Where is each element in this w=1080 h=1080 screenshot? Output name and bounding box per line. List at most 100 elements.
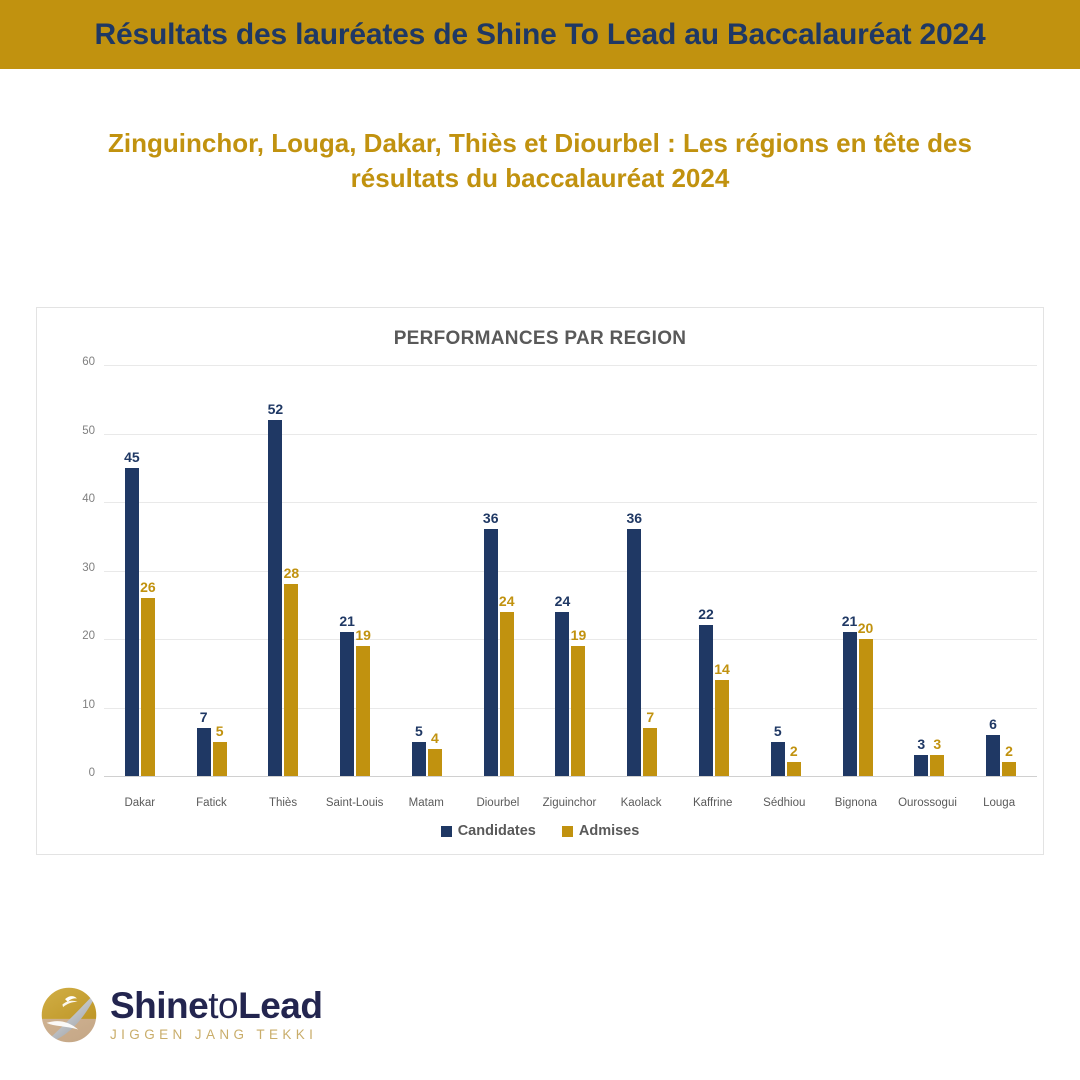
- bar-group: 36 7: [606, 365, 678, 790]
- bar-wrapper: 22: [698, 365, 714, 790]
- x-axis-label: Dakar: [124, 797, 156, 809]
- bar-candidates-thiès[interactable]: [268, 419, 283, 776]
- bar-admises-diourbel[interactable]: [499, 611, 514, 776]
- bar-candidates-kaffrine[interactable]: [699, 625, 713, 776]
- bar-wrapper: 36: [483, 365, 498, 790]
- chart-legend: Candidates Admises: [37, 823, 1043, 839]
- bar-admises-kaolack[interactable]: [643, 728, 658, 776]
- bar-admises-ziguinchor[interactable]: [571, 645, 586, 776]
- bar-wrapper: 28: [284, 365, 299, 790]
- x-axis-label: Sédhiou: [763, 797, 806, 809]
- x-axis-label: Kaolack: [620, 797, 662, 809]
- bar-candidates-fatick[interactable]: [196, 728, 211, 776]
- bar-value-label: 5: [415, 722, 423, 739]
- bar-wrapper: 7: [643, 365, 658, 790]
- bar-candidates-louga[interactable]: [986, 734, 1001, 776]
- bar-candidates-sédhiou[interactable]: [770, 741, 785, 776]
- logo-word-last: Lead: [238, 984, 323, 1026]
- bar-admises-ourossogui[interactable]: [930, 755, 945, 776]
- bar-value-label: 19: [570, 626, 587, 643]
- bar-wrapper: 3: [914, 365, 929, 790]
- gridline: [104, 433, 1037, 435]
- bar-admises-matam[interactable]: [427, 748, 442, 776]
- y-tick-label: 40: [82, 493, 95, 505]
- gridline: [104, 502, 1037, 503]
- bar-wrapper: 24: [498, 365, 515, 790]
- y-tick-label: 10: [82, 698, 95, 711]
- gridline: [104, 570, 1037, 572]
- header-band: Résultats des lauréates de Shine To Lead…: [0, 0, 1080, 69]
- bar-group: 52 28: [248, 365, 320, 790]
- bar-group: 22 14: [678, 365, 750, 790]
- bar-candidates-matam[interactable]: [411, 741, 426, 776]
- logo-word-middle: to: [208, 984, 239, 1026]
- bar-candidates-diourbel[interactable]: [483, 529, 498, 776]
- bar-wrapper: 7: [196, 365, 211, 790]
- bar-group: 45 26: [104, 365, 176, 790]
- chart-title: PERFORMANCES PAR REGION: [393, 328, 687, 349]
- bar-group: 36 24: [463, 365, 535, 790]
- x-axis-label: Kaffrine: [692, 797, 733, 809]
- bar-admises-louga[interactable]: [1002, 762, 1017, 776]
- bar-candidates-ourossogui[interactable]: [914, 755, 929, 776]
- x-axis-label: Fatick: [196, 797, 227, 809]
- legend-item-admises[interactable]: Admises: [561, 823, 639, 839]
- bar-candidates-kaolack[interactable]: [627, 529, 642, 776]
- bar-admises-saint-louis[interactable]: [356, 645, 371, 776]
- bar-value-label: 7: [199, 709, 208, 726]
- bar-wrapper: 26: [140, 365, 156, 790]
- gridline-row: 40: [37, 493, 1045, 505]
- bar-admises-dakar[interactable]: [140, 597, 155, 776]
- bar-value-label: 5: [215, 722, 224, 739]
- y-tick-label: 50: [82, 424, 95, 437]
- bar-admises-sédhiou[interactable]: [786, 762, 801, 776]
- bar-wrapper: 24: [554, 365, 571, 790]
- bar-value-label: 21: [339, 613, 355, 630]
- bar-wrapper: 21: [842, 365, 857, 790]
- bar-wrapper: 5: [770, 365, 785, 790]
- bar-value-label: 4: [431, 729, 439, 746]
- bar-value-label: 36: [626, 510, 643, 527]
- bar-wrapper: 19: [355, 365, 371, 790]
- bar-candidates-bignona[interactable]: [842, 632, 857, 776]
- bar-value-label: 26: [140, 578, 156, 595]
- y-tick-label: 30: [82, 561, 95, 574]
- plot-area: 0 10 20 30 40 50 60 45 26 7 5 52 28 21 19 5 4 36 24 24 19 36…: [37, 356, 1045, 790]
- x-axis-label: Matam: [408, 797, 444, 809]
- bar-value-label: 14: [714, 661, 730, 678]
- legend-swatch-icon: [561, 825, 573, 837]
- bar-candidates-dakar[interactable]: [124, 467, 139, 776]
- bar-value-label: 52: [267, 400, 284, 417]
- bar-admises-bignona[interactable]: [858, 639, 873, 776]
- gridline-row: 10: [37, 699, 1045, 711]
- x-axis-label: Ourossogui: [898, 797, 957, 809]
- legend-label: Candidates: [457, 823, 536, 839]
- bar-admises-fatick[interactable]: [212, 741, 227, 776]
- bar-wrapper: 2: [786, 365, 801, 790]
- bar-wrapper: 36: [626, 365, 643, 790]
- bar-admises-kaffrine[interactable]: [715, 680, 729, 776]
- bar-value-label: 3: [917, 736, 926, 753]
- bar-candidates-saint-louis[interactable]: [340, 632, 355, 776]
- gridline: [104, 776, 1037, 777]
- bar-group: 21 19: [319, 365, 391, 790]
- bar-admises-thiès[interactable]: [284, 584, 299, 776]
- bar-candidates-ziguinchor[interactable]: [555, 611, 570, 776]
- legend-item-candidates[interactable]: Candidates: [440, 823, 536, 839]
- bar-value-label: 24: [554, 592, 571, 609]
- bar-group: 24 19: [535, 365, 607, 790]
- gridline-row: 20: [37, 630, 1045, 642]
- bar-wrapper: 19: [570, 365, 587, 790]
- x-axis-label: Thiès: [268, 797, 298, 809]
- subtitle-text: Zinguinchor, Louga, Dakar, Thiès et Diou…: [108, 128, 972, 194]
- gridline-row: 0: [37, 767, 1045, 779]
- chart-panel: PERFORMANCES PAR REGION 0 10 20 30 40 50 60 45…: [36, 307, 1044, 855]
- y-tick-label: 60: [82, 356, 95, 368]
- page-title: Résultats des lauréates de Shine To Lead…: [94, 17, 986, 51]
- x-axis-label: Saint-Louis: [325, 797, 384, 809]
- bar-value-label: 24: [498, 592, 515, 609]
- gridline: [104, 365, 1037, 366]
- x-axis-label: Ziguinchor: [542, 797, 597, 809]
